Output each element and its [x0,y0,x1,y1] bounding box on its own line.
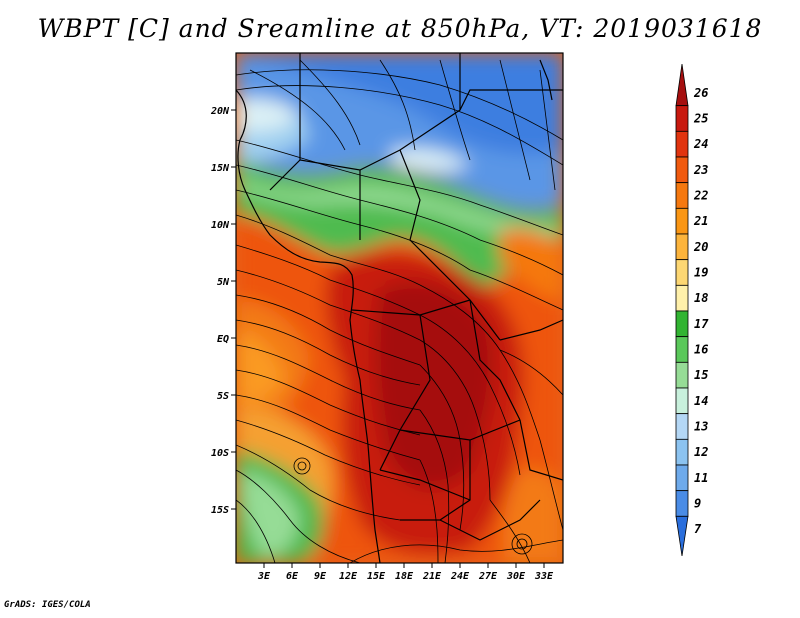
map-frame [235,52,564,564]
lon-label: 30E [506,571,526,582]
lon-label: 6E [286,571,299,582]
colorbar-swatch [675,130,689,158]
colorbar-label: 17 [694,317,709,331]
colorbar-label: 21 [693,214,708,228]
chart-title: WBPT [C] and Sreamline at 850hPa, VT: 20… [37,14,763,43]
colorbar-label: 11 [694,471,708,485]
colorbar-swatch [675,413,689,440]
lon-label: 24E [450,571,470,582]
lon-label: 27E [478,571,498,582]
lat-axis-labels: 20N 15N 10N 5N EQ 5S 10S 15S [210,106,230,516]
colorbar-label: 19 [694,266,708,280]
colorbar-label: 14 [694,394,708,408]
colorbar-swatch [675,387,689,415]
colorbar-label: 20 [693,240,708,254]
colorbar-label: 23 [693,163,708,177]
lon-label: 9E [314,571,327,582]
lon-axis-labels: 3E 6E 9E 12E 15E 18E 21E 24E 27E 30E 33E [257,571,554,582]
colorbar-swatch [675,259,689,286]
colorbar-swatch [675,438,689,466]
colorbar-label: 25 [693,112,708,126]
colorbar-swatch [675,207,689,235]
colorbar-swatch [675,361,689,389]
colorbar-swatch [675,182,689,209]
lat-label: 10N [211,220,230,231]
lat-label: 5S [217,391,229,402]
colorbar-swatch [675,310,689,338]
colorbar-label: 12 [694,445,708,459]
lon-label: 3E [257,571,271,582]
colorbar-label: 24 [693,137,708,151]
colorbar: 26 25 24 23 22 21 20 19 18 17 16 15 14 13 12 11 9 7 [675,63,709,557]
lat-label: 5N [217,277,230,288]
colorbar-label: 7 [694,522,702,536]
colorbar-label: 13 [694,420,708,434]
colorbar-swatch [675,233,689,261]
colorbar-label: 18 [694,291,708,305]
lon-label: 15E [367,571,386,582]
colorbar-swatch [675,284,689,312]
grads-credit: GrADS: IGES/COLA [4,600,91,610]
coastlines-borders [236,53,563,563]
colorbar-label: 16 [694,343,708,357]
lat-label: 10S [211,448,229,459]
colorbar-label: 22 [693,189,708,203]
colorbar-swatch [675,63,689,107]
lon-label: 21E [422,571,442,582]
lat-label: 20N [210,106,230,117]
colorbar-swatch [675,515,689,557]
lat-label: 15S [211,505,229,516]
colorbar-label: 15 [694,368,708,382]
colorbar-swatch [675,464,689,492]
lon-label: 18E [395,571,414,582]
lat-label: EQ [217,334,229,345]
lat-label: 15N [211,163,230,174]
lon-label: 12E [339,571,358,582]
colorbar-swatch [675,490,689,517]
colorbar-swatch [675,336,689,363]
colorbar-swatch [675,105,689,132]
colorbar-label: 26 [693,86,708,100]
colorbar-swatch [675,156,689,184]
colorbar-label: 9 [694,497,701,511]
lon-label: 33E [534,571,554,582]
